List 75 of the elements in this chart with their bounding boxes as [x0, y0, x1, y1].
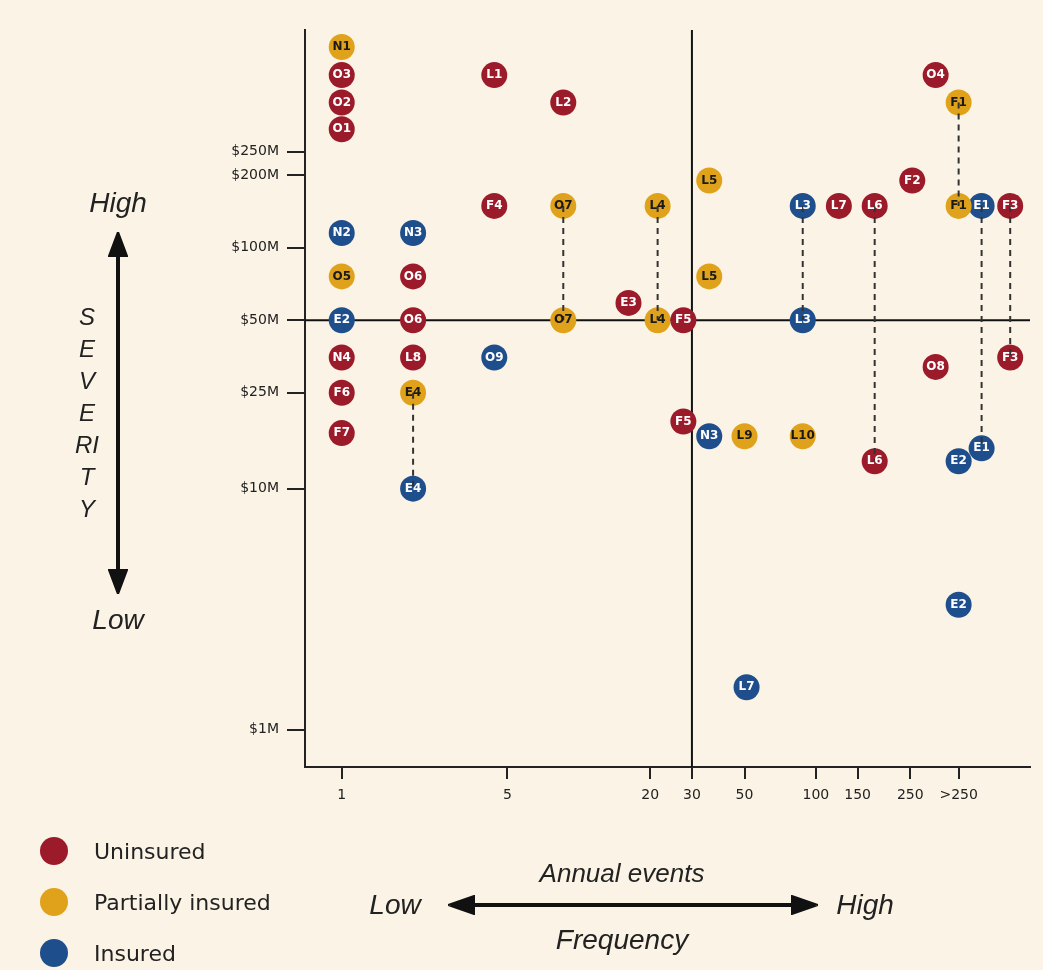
annotation: N1	[332, 39, 351, 54]
annotation: F7	[333, 425, 350, 440]
annotation: O7	[554, 198, 573, 213]
annotation: L4	[649, 312, 666, 327]
annotation: O9	[485, 349, 504, 364]
x-tick-label: 50	[735, 786, 754, 803]
annotation: O6	[403, 312, 423, 327]
annotation: N3	[700, 428, 719, 443]
annotation: L9	[736, 428, 753, 443]
annotation: N2	[332, 225, 351, 240]
annotation: F1	[950, 94, 967, 109]
y-tick-label: $50M	[240, 310, 279, 327]
legend-label: Insured	[94, 940, 176, 966]
text: Low	[92, 604, 144, 636]
text: High	[89, 187, 147, 219]
y-tick-label: $200M	[231, 165, 279, 182]
y-tick-label: $100M	[231, 238, 279, 255]
annotation: E3	[620, 295, 637, 309]
annotation: O8	[926, 359, 945, 374]
y-tick-label: $1M	[249, 720, 279, 737]
annotation: O1	[332, 121, 352, 136]
annotation: O7	[554, 312, 573, 327]
annotation: E2	[950, 453, 967, 468]
annotation: N4	[332, 349, 351, 364]
x-tick-label: 150	[844, 786, 872, 803]
annotation: F5	[675, 413, 692, 428]
annotation: E4	[404, 384, 422, 399]
annotation: L7	[738, 679, 755, 694]
annotation: L2	[555, 94, 572, 109]
text: High	[836, 889, 894, 921]
annotation: L4	[649, 198, 666, 213]
annotation: L3	[794, 198, 811, 213]
x-tick-label: >250	[939, 786, 978, 803]
legend-label: Uninsured	[94, 838, 206, 864]
y-tick-label: $250M	[231, 142, 279, 159]
x-tick-label: 20	[641, 786, 660, 803]
annotation: F1	[950, 198, 967, 213]
annotation: E2	[950, 596, 967, 611]
annotation: N3	[403, 225, 423, 240]
annotation: F2	[904, 172, 921, 187]
y-tick-label: $10M	[240, 479, 279, 496]
annotation: F3	[1001, 349, 1019, 364]
annotation: L6	[866, 453, 883, 468]
annotation: L6	[866, 198, 883, 213]
x-tick-label: 250	[896, 786, 924, 803]
annotation: E1	[973, 440, 990, 455]
annotation: E4	[404, 480, 422, 495]
text: Low	[369, 889, 421, 921]
x-tick-label: 5	[502, 786, 512, 803]
annotation: L10	[790, 428, 815, 443]
x-tick-label: 1	[337, 786, 347, 803]
annotation: L3	[794, 312, 811, 327]
annotation: O4	[926, 67, 945, 82]
annotation: L1	[486, 67, 503, 82]
annotation: O6	[403, 268, 423, 283]
annotation: F3	[1001, 198, 1019, 213]
annotation: L5	[701, 268, 718, 283]
y-tick-label: $25M	[240, 383, 279, 400]
annotation: E1	[973, 198, 990, 213]
annotation: O3	[332, 67, 352, 82]
annotation: O5	[332, 268, 352, 283]
text: SEVERITY	[74, 302, 100, 524]
annotation: L5	[701, 172, 718, 187]
annotation: O2	[332, 94, 352, 109]
annotation: F4	[486, 198, 503, 213]
annotation: F5	[675, 312, 692, 327]
legend-label: Partially insured	[94, 889, 271, 915]
annotation: F6	[333, 384, 350, 399]
annotation: L8	[405, 349, 422, 364]
annotation: L7	[830, 198, 847, 213]
x-axis-title: Annual events	[539, 858, 705, 889]
annotation: E2	[333, 312, 350, 327]
x-tick-label: 30	[683, 786, 701, 803]
x-tick-label: 100	[802, 786, 830, 803]
text: Frequency	[555, 924, 689, 956]
